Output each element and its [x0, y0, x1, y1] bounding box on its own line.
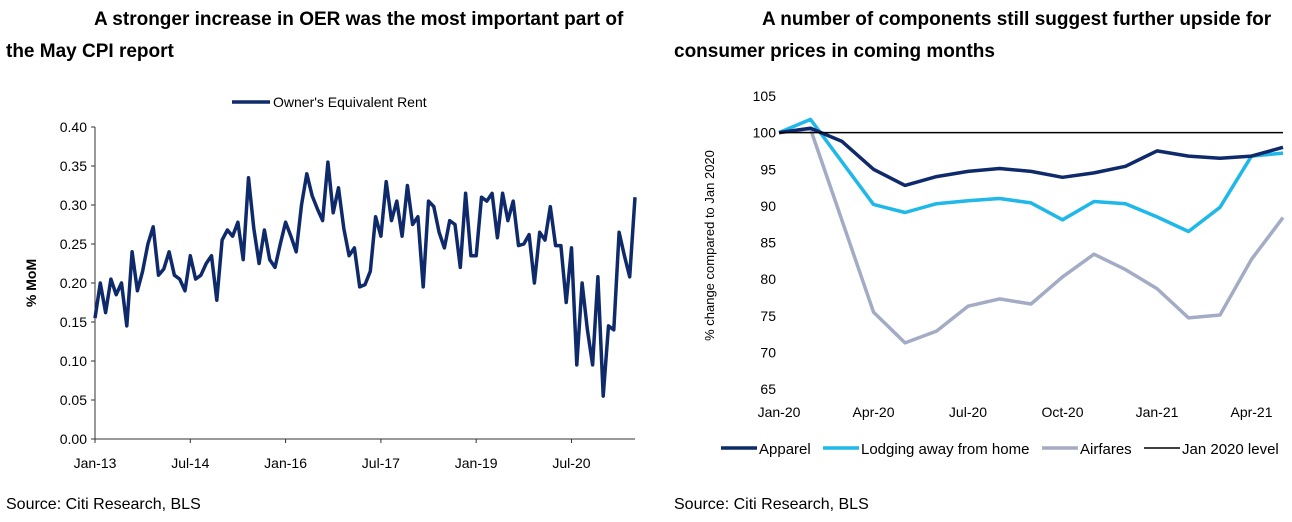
y-tick-label: 0.10 — [60, 353, 87, 369]
series-line-owners-equivalent-rent — [93, 160, 637, 398]
left-title-line2: the May CPI report — [6, 41, 174, 62]
y-axis-title: % MoM — [23, 259, 39, 307]
y-tick-label: 90 — [760, 198, 776, 214]
y-tick-label: 85 — [760, 235, 776, 251]
x-tick-label: Apr-21 — [1230, 404, 1272, 420]
right-title-line2: consumer prices in coming months — [674, 41, 995, 62]
left-chart-panel: A stronger increase in OER was the most … — [6, 4, 623, 513]
right-source-note: Source: Citi Research, BLS — [674, 496, 869, 513]
left-source-note: Source: Citi Research, BLS — [6, 496, 201, 513]
right-title-line1: A number of components still suggest fur… — [762, 9, 1272, 30]
x-tick-label: Jul-20 — [949, 404, 987, 420]
x-tick-label: Jan-16 — [264, 455, 307, 471]
right-chart-title: A number of components still suggest fur… — [674, 4, 1271, 68]
y-tick-label: 95 — [760, 161, 776, 177]
x-tick-label: Jul-17 — [362, 455, 400, 471]
series-line-airfares — [778, 127, 1285, 345]
series-line-lodging-away-from-home — [778, 117, 1284, 234]
legend-label-owners-equivalent-rent: Owner's Equivalent Rent — [273, 94, 427, 110]
legend-label-apparel: Apparel — [759, 441, 811, 458]
legend-label-lodging-away-from-home: Lodging away from home — [861, 441, 1029, 458]
legend-label-airfares: Airfares — [1080, 441, 1132, 458]
y-tick-label: 0.40 — [60, 119, 87, 135]
left-chart-title: A stronger increase in OER was the most … — [6, 4, 623, 68]
y-tick-label: 0.30 — [60, 197, 87, 213]
y-tick-label: 105 — [753, 88, 777, 104]
y-tick-label: 0.25 — [60, 236, 87, 252]
y-tick-label: 0.00 — [60, 431, 87, 447]
left-title-line1: A stronger increase in OER was the most … — [94, 9, 624, 30]
oer-line-chart: 0.00 0.05 0.10 0.15 0.20 0.25 0.30 0.35 0.40 Jan-… — [23, 94, 637, 471]
y-tick-label: 0.20 — [60, 275, 87, 291]
y-tick-label: 65 — [760, 381, 776, 397]
x-tick-label: Jan-20 — [758, 404, 801, 420]
x-tick-label: Oct-20 — [1041, 404, 1083, 420]
y-tick-label: 75 — [760, 308, 776, 324]
y-axis-title: % change compared to Jan 2020 — [702, 150, 717, 341]
legend-label-jan-2020-level: Jan 2020 level — [1182, 441, 1279, 458]
right-chart-panel: A number of components still suggest fur… — [646, 0, 1292, 522]
x-tick-label: Jan-19 — [455, 455, 498, 471]
x-tick-label: Jul-14 — [171, 455, 209, 471]
y-tick-label: 70 — [760, 344, 776, 360]
series-line-apparel — [778, 126, 1284, 188]
x-tick-label: Jul-20 — [552, 455, 590, 471]
x-tick-label: Jan-21 — [1136, 404, 1179, 420]
y-tick-label: 0.35 — [60, 158, 87, 174]
y-tick-label: 100 — [753, 125, 777, 141]
x-tick-label: Jan-13 — [74, 455, 117, 471]
y-tick-label: 0.15 — [60, 314, 87, 330]
x-tick-label: Apr-20 — [852, 404, 894, 420]
y-tick-label: 0.05 — [60, 392, 87, 408]
y-tick-label: 80 — [760, 271, 776, 287]
